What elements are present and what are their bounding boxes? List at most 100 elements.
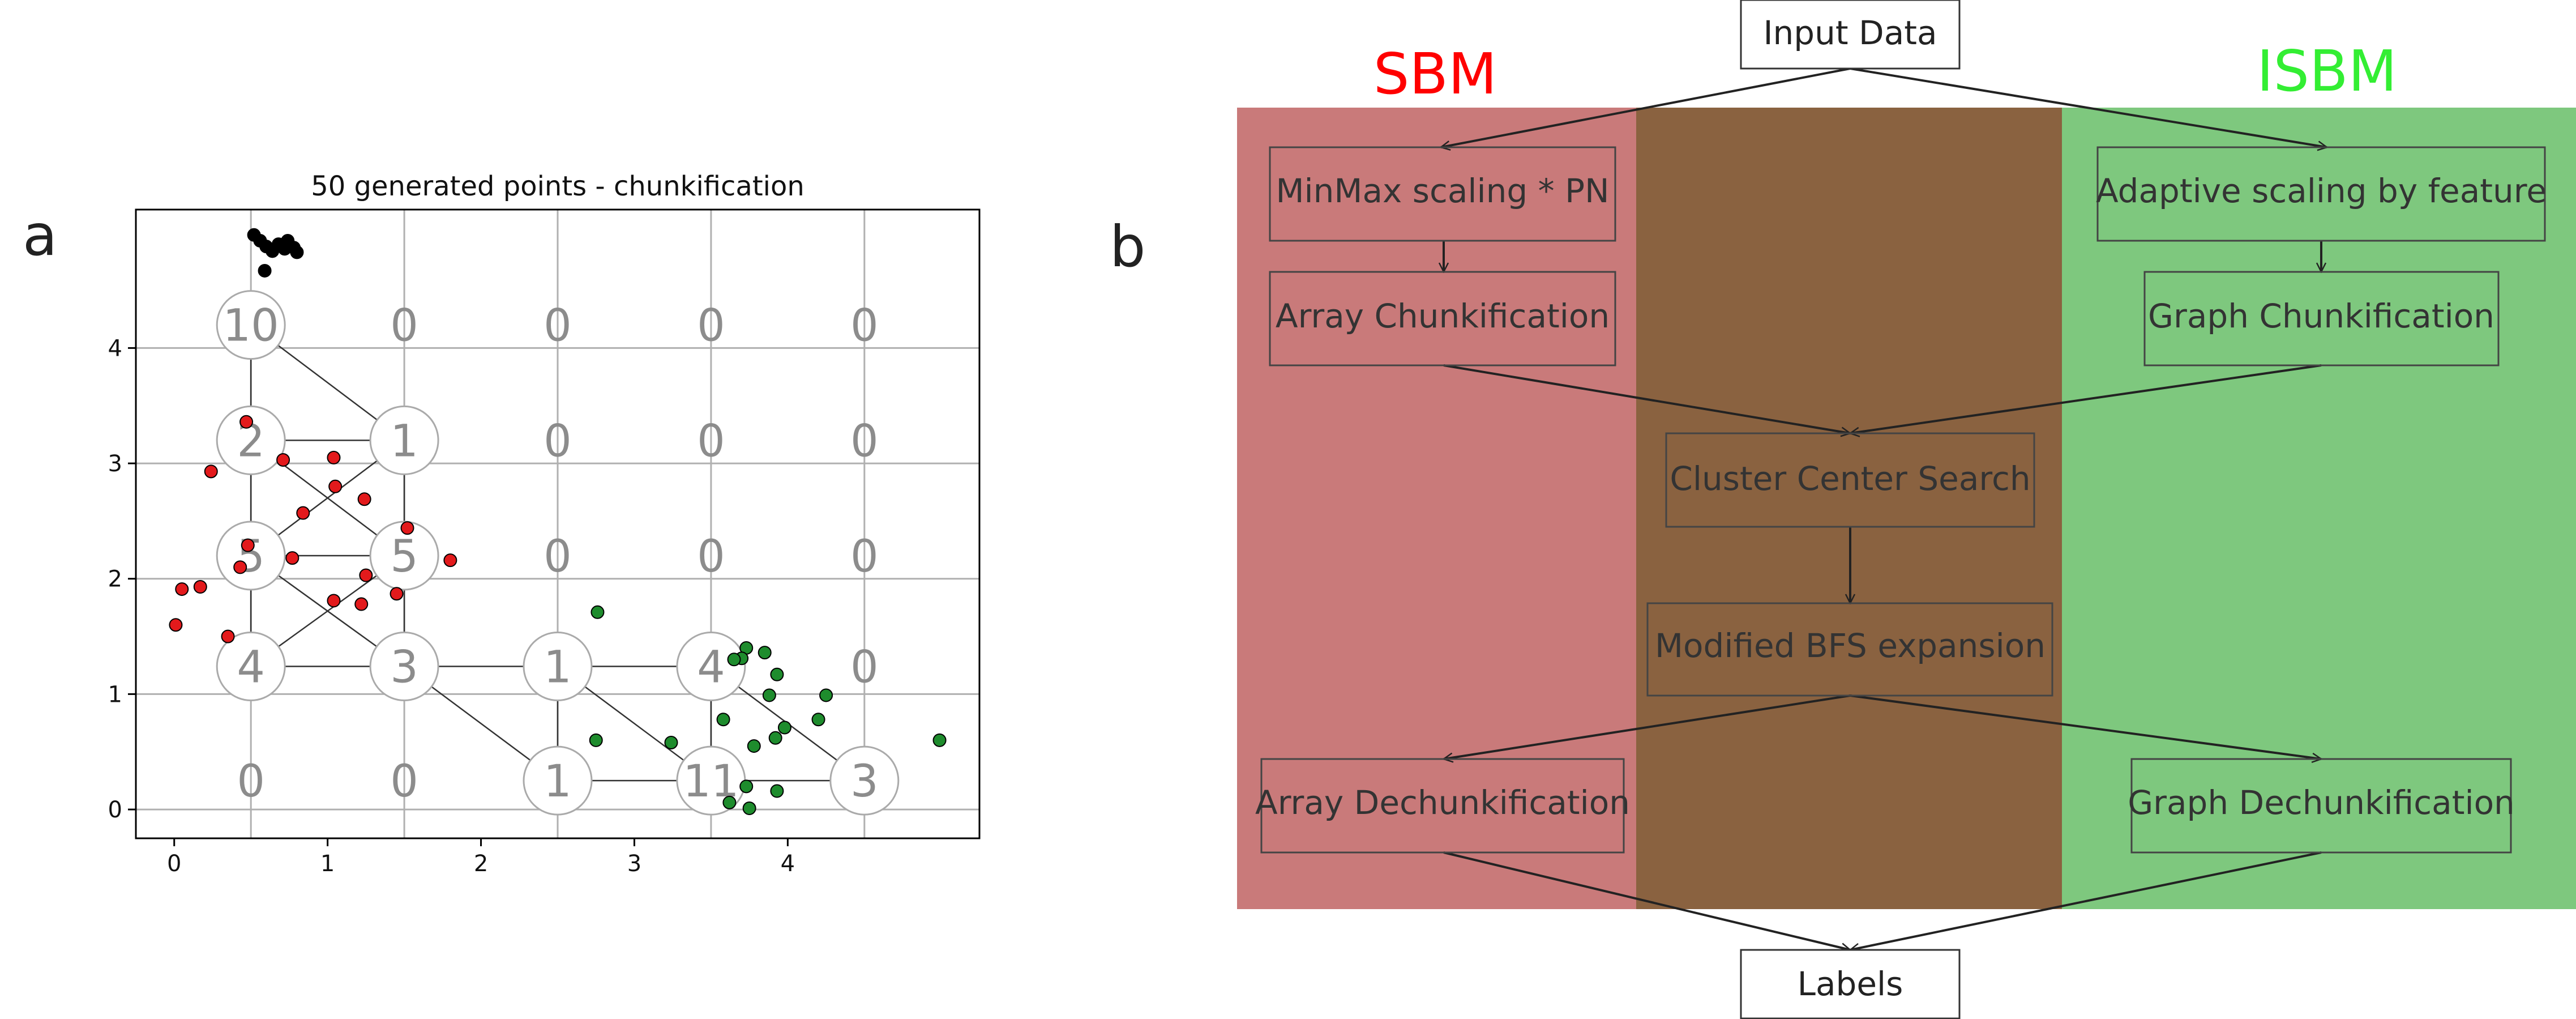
- panel-a-letter: a: [23, 202, 57, 268]
- data-point: [175, 582, 189, 596]
- data-point: [443, 553, 457, 568]
- arrow-input-to-minmax: [1441, 67, 1851, 147]
- array-dechunkification-label: Array Dechunkification: [1255, 783, 1630, 822]
- data-point: [285, 551, 299, 565]
- x-tick-label: 0: [167, 851, 181, 877]
- labels-box: Labels: [1740, 949, 1961, 1019]
- chunk-count-label: 0: [390, 756, 418, 807]
- chunk-node-circle: [523, 745, 593, 816]
- graph-chunkification-label: Graph Chunkification: [2148, 297, 2494, 335]
- data-point: [932, 733, 947, 747]
- graph-chunkification-box: Graph Chunkification: [2143, 271, 2500, 366]
- chunk-node-circle: [216, 521, 286, 591]
- graph-dechunkification-label: Graph Dechunkification: [2128, 783, 2515, 822]
- data-point: [777, 720, 791, 735]
- arrow-graph-chunk-to-cluster: [1850, 364, 2322, 433]
- adaptive-scaling-box: Adaptive scaling by feature: [2096, 146, 2547, 242]
- chunk-count-label: 1: [544, 642, 572, 693]
- array-chunkification-box: Array Chunkification: [1269, 271, 1616, 366]
- chunk-node-circle: [369, 405, 439, 475]
- input-data-box: Input Data: [1740, 0, 1961, 70]
- arrow-bfs-to-array-dechunk: [1444, 694, 1851, 759]
- array-dechunkification-box: Array Dechunkification: [1255, 758, 1630, 854]
- modified-bfs-box: Modified BFS expansion: [1646, 602, 2053, 697]
- data-point: [747, 739, 761, 753]
- chunk-count-label: 1: [544, 756, 572, 807]
- y-axis-ticks: 0 1 2 3 4: [108, 335, 136, 823]
- y-tick-label: 3: [108, 451, 122, 477]
- arrow-array-dechunk-to-labels: [1443, 851, 1850, 950]
- data-point: [328, 479, 343, 493]
- data-point: [354, 597, 369, 611]
- panel-a: a 50 generated points - chunkification 1…: [23, 170, 981, 877]
- chunk-count-label: 0: [850, 531, 879, 582]
- arrow-graph-dechunk-to-labels: [1850, 851, 2322, 950]
- panel-b-letter: b: [1110, 214, 1145, 280]
- chunk-count-label: 4: [237, 642, 265, 693]
- isbm-title: ISBM: [2257, 38, 2397, 104]
- minmax-scaling-label: MinMax scaling * PN: [1276, 172, 1610, 210]
- data-point: [400, 521, 414, 535]
- data-point: [742, 801, 756, 816]
- x-tick-label: 1: [320, 851, 335, 877]
- data-point: [811, 713, 825, 727]
- y-tick-label: 4: [108, 335, 122, 361]
- data-point: [169, 618, 183, 632]
- chunk-node-circle: [523, 632, 593, 702]
- flow-arrows: [1441, 67, 2327, 950]
- chunk-count-label: 0: [850, 416, 879, 467]
- arrow-array-chunk-to-cluster: [1443, 364, 1850, 433]
- labels-label: Labels: [1798, 965, 1903, 1003]
- data-point: [359, 568, 373, 582]
- data-point: [770, 784, 784, 798]
- y-tick-label: 1: [108, 681, 122, 707]
- data-point: [258, 263, 272, 278]
- chunk-node-circle: [829, 745, 900, 816]
- data-point: [768, 731, 782, 745]
- x-tick-label: 4: [781, 851, 795, 877]
- cluster-center-search-label: Cluster Center Search: [1670, 459, 2030, 498]
- data-point: [357, 492, 371, 506]
- data-point: [193, 580, 207, 594]
- arrow-input-to-adaptive: [1850, 67, 2327, 147]
- chunk-count-label: 0: [544, 531, 572, 582]
- y-tick-label: 2: [108, 566, 122, 592]
- input-data-label: Input Data: [1763, 14, 1937, 52]
- data-point: [770, 667, 784, 681]
- chunk-count-label: 0: [237, 756, 265, 807]
- plot-title: 50 generated points - chunkification: [311, 170, 805, 202]
- chunk-count-label: 0: [697, 416, 725, 467]
- chunk-node-circle: [369, 521, 439, 591]
- minmax-scaling-box: MinMax scaling * PN: [1269, 146, 1616, 242]
- data-point: [390, 587, 404, 601]
- data-point: [221, 629, 235, 643]
- chunk-node-circle: [676, 632, 746, 702]
- data-point: [762, 688, 776, 702]
- chunk-node-circle: [216, 290, 286, 360]
- chunk-count-label: 3: [850, 756, 879, 807]
- shared-band: [1636, 108, 2062, 909]
- array-chunkification-label: Array Chunkification: [1276, 297, 1610, 335]
- data-point: [233, 560, 247, 574]
- data-point: [727, 653, 741, 667]
- data-point: [664, 735, 678, 749]
- data-point: [276, 453, 290, 467]
- chunk-count-label: 4: [697, 642, 725, 693]
- chunk-node-circle: [369, 632, 439, 702]
- chunk-count-label: 5: [390, 531, 418, 582]
- data-point: [819, 688, 833, 702]
- arrow-bfs-to-graph-dechunk: [1850, 694, 2321, 759]
- x-tick-label: 3: [627, 851, 641, 877]
- data-point: [241, 538, 255, 552]
- chunk-node-circle: [216, 632, 286, 702]
- data-points: [169, 228, 947, 816]
- data-point: [327, 450, 341, 464]
- chunk-count-label: 0: [850, 642, 879, 693]
- data-point: [716, 713, 730, 727]
- graph-dechunkification-box: Graph Dechunkification: [2128, 758, 2515, 854]
- data-point: [327, 594, 341, 608]
- chunk-count-label: 0: [544, 301, 572, 352]
- chunk-count-label: 5: [237, 531, 265, 582]
